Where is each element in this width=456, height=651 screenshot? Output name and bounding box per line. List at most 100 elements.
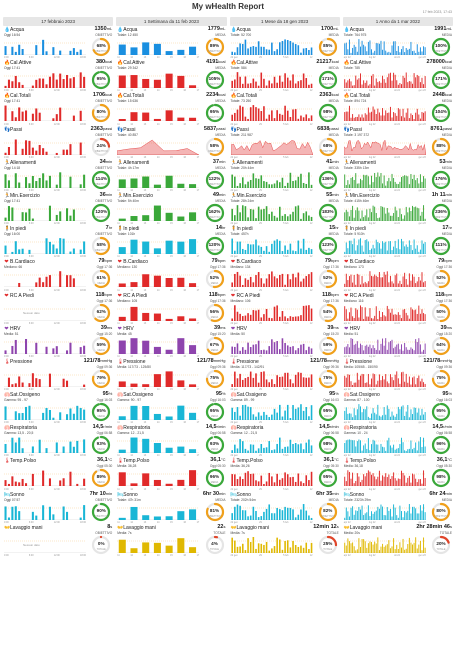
metric-cell-rc-a-piedi[interactable]: ❤RC A Piedi Mediano: 106 118bpm Oggi 17:36 2…	[230, 292, 340, 325]
bar-mark	[367, 217, 369, 221]
metric-cell-in-piedi[interactable]: 🧍In piedi Totale: 457h 15hr MEDIA 22 gen 29 5 …	[230, 225, 340, 258]
metric-cell-cal-totali[interactable]: 🔥Cal.Totali Oggi 17:41 1706kcal OBIETTIVO 0:…	[3, 92, 113, 126]
metric-cell-sat-ossigeno[interactable]: 🫁Sat.Ossigeno Gamma: 89 - 99 95% Oggi 16:03…	[230, 391, 340, 424]
metric-cell-in-piedi[interactable]: 🧍In piedi Totale: 5 910h 17hr MEDIA apr 22 lu…	[343, 225, 453, 258]
value-unit: min	[445, 490, 452, 496]
metric-cell-allenamenti[interactable]: 🏃Allenamenti Totale: 335h 13m 53min MEDIA ap…	[343, 159, 453, 192]
metric-cell-temp-polso[interactable]: 🌡Temp.Polso Media: 36,26 36,1°C Oggi 05:30 2…	[230, 457, 340, 491]
metric-label: 🔥Cal.Totali	[344, 93, 371, 99]
metric-cell-passi[interactable]: 👣Passi Totale: 3 197 372 8761passi MEDIA apr…	[343, 126, 453, 159]
metric-cell-cal-attive[interactable]: 🔥Cal.Attive Totale: 785 278000kcal MEDIA apr…	[343, 59, 453, 92]
axis-tick: lug 22	[369, 321, 376, 325]
bar-mark	[347, 413, 349, 421]
bar-mark	[384, 82, 386, 89]
metric-cell-sat-ossigeno[interactable]: 🫁Sat.Ossigeno Gamma: 90 - 97 95% Oggi 16:03…	[116, 391, 226, 424]
chart-axis: 11 12 13 14 15 16 17	[117, 421, 199, 424]
metric-value-caption: OBIETTIVO	[95, 530, 113, 535]
bar-mark	[283, 372, 286, 387]
bar-mark	[281, 310, 283, 321]
bar-mark	[42, 471, 45, 487]
metric-cell-min-esercizio[interactable]: 🏃Min.Esercizio Totale: 28h 24m 55min MEDIA 2…	[230, 192, 340, 225]
bar-mark	[252, 536, 254, 553]
metric-cell-acqua[interactable]: 💧Acqua Totale: 12 450 1779mL MEDIA 11 12 13 14 1…	[116, 26, 226, 59]
bar-mark	[42, 147, 45, 155]
metric-cell-rc-a-piedi[interactable]: ❤RC A Piedi 118bpm Oggi 17:36 Nessun dato 0:…	[3, 292, 113, 325]
metric-cell-hrv[interactable]: ❤HRV Media: 50 39ms Oggi 15:20 22 gen 29 5 feb…	[230, 325, 340, 358]
bar-mark	[11, 46, 14, 55]
metric-cell-respiratoria[interactable]: 🫁Respiratoria Gamma: 10 - 24 14,5r/min Oggi…	[343, 424, 453, 457]
metric-cell-b-cardiaco[interactable]: ❤B.Cardiaco Mediano: 66 79bpm Oggi 17:36 0:0…	[3, 258, 113, 292]
metric-cell-b-cardiaco[interactable]: ❤B.Cardiaco Mediano: 134 79bpm Oggi 17:36 22…	[230, 258, 340, 292]
metric-cell-sonno[interactable]: 🛏Sonno Totale: 2323h 29m 6hr 24min MEDIA apr…	[343, 491, 453, 524]
metric-cell-allenamenti[interactable]: 🏃Allenamenti Totale: 20h 44m 41min MEDIA 22 …	[230, 159, 340, 192]
metric-cell-temp-polso[interactable]: 🌡Temp.Polso Media: 36,28 36,1°C Oggi 05:30 1…	[116, 457, 226, 491]
metric-cell-cal-attive[interactable]: 🔥Cal.Attive Oggi 17:41 380kcal OBIETTIVO 0:0…	[3, 59, 113, 92]
metric-cell-hrv[interactable]: ❤HRV Media: 51 39ms Oggi 15:20 apr 22 lug 22 o…	[343, 325, 453, 358]
metric-cell-cal-attive[interactable]: 🔥Cal.Attive Totale: 584 21217kcal MEDIA 22 g…	[230, 59, 340, 92]
metric-cell-cal-totali[interactable]: 🔥Cal.Totali Totale: 73 250 2363kcal MEDIA 22…	[230, 92, 340, 126]
bar-mark	[358, 210, 360, 221]
metric-cell-passi[interactable]: 👣Passi Totale: 40 857 5837passi MEDIA 11 12 13…	[116, 126, 226, 159]
bar-mark	[257, 382, 259, 387]
metric-cell-sonno[interactable]: 🛏Sonno Oggi 07:57 7hr 10min OBIETTIVO 0:00 6:…	[3, 491, 113, 524]
bar-mark	[424, 343, 426, 354]
axis-tick: 0:00	[4, 321, 9, 325]
metric-cell-min-esercizio[interactable]: 🏃Min.Esercizio Totale: 5h 40m 49min MEDIA 11…	[116, 192, 226, 225]
metric-cell-acqua[interactable]: 💧Acqua Oggi 16:54 1350mL OBIETTIVO 0:00 6:00 1…	[3, 26, 113, 59]
metric-cell-hrv[interactable]: ❤HRV Media: 51 39ms Oggi 15:20 0:00 6:00 12:00…	[3, 325, 113, 358]
metric-cell-rc-a-piedi[interactable]: ❤RC A Piedi Mediano: 105 118bpm Oggi 17:36 1…	[116, 292, 226, 325]
axis-tick: 0:00	[4, 222, 9, 226]
metric-cell-in-piedi[interactable]: 🧍In piedi Oggi 16:00 7hr OBIETTIVO 0:00 6:00 1…	[3, 225, 113, 258]
bar-mark	[383, 345, 385, 354]
metric-cell-pressione[interactable]: 🌡Pressione 121/78mmHg Oggi 09:36 0:00 6:00 12…	[3, 358, 113, 391]
metric-cell-pressione[interactable]: 🌡Pressione Media: 117/73 - 125/80 121/78mm…	[116, 358, 226, 391]
metric-cell-b-cardiaco[interactable]: ❤B.Cardiaco Mediano: 173 79bpm Oggi 17:36 ap…	[343, 258, 453, 292]
metric-cell-min-esercizio[interactable]: 🏃Min.Esercizio Totale: 415h 46m 1h 11min ME…	[343, 192, 453, 225]
metric-cell-respiratoria[interactable]: 🫁Respiratoria Gamma: 12 - 21,5 14,5r/min Og…	[116, 424, 226, 457]
metric-cell-min-esercizio[interactable]: 🏃Min.Esercizio Oggi 17:41 36min OBIETTIVO 0:…	[3, 192, 113, 225]
thermometer-icon: 🌡	[343, 358, 351, 365]
chart-axis: 22 gen 29 5 feb 12	[231, 156, 313, 159]
metric-cell-lavaggio-mani[interactable]: 👐Lavaggio mani Media: 7s 12min 12s TOTALE 22…	[230, 524, 340, 557]
metric-cell-temp-polso[interactable]: 🌡Temp.Polso Media: 36,18 36,1°C Oggi 05:30 a…	[343, 457, 453, 491]
metric-cell-cal-totali[interactable]: 🔥Cal.Totali Totale: 894 724 2448kcal MEDIA a…	[343, 92, 453, 126]
metric-cell-passi[interactable]: 👣Passi Totale: 211 987 6838passi MEDIA 22 ge…	[230, 126, 340, 159]
bar-mark	[291, 540, 294, 553]
metric-cell-acqua[interactable]: 💧Acqua Totale: 52 700 1700mL MEDIA 22 gen 29 5…	[230, 26, 340, 59]
metric-cell-in-piedi[interactable]: 🧍In piedi Totale: 101h 14hr MEDIA 11 12 13 14 15…	[116, 225, 226, 258]
metric-cell-lavaggio-mani[interactable]: 👐Lavaggio mani Media: 7s 22s TOTALE 11 12 13 14…	[116, 524, 226, 557]
bar-mark	[405, 411, 407, 421]
metric-cell-pressione[interactable]: 🌡Pressione Media: 117/73 - 142/91 121/78mm…	[230, 358, 340, 391]
bar-mark	[377, 43, 379, 55]
ring-graphic	[431, 237, 451, 256]
ring-graphic	[92, 469, 111, 488]
metric-cell-lavaggio-mani[interactable]: 👐Lavaggio mani 8s OBIETTIVO Nessun dato 0:00…	[3, 524, 113, 557]
heart-icon: ❤	[230, 325, 236, 332]
metric-cell-passi[interactable]: 👣Passi 2363passi OBIETTIVO 0:00 6:00 12:00 18:…	[3, 126, 113, 159]
metric-cell-allenamenti[interactable]: 🏃Allenamenti Oggi 14:18 34min OBIETTIVO 0:00…	[3, 159, 113, 192]
metric-cell-allenamenti[interactable]: 🏃Allenamenti Totale: 4h 17m 37min MEDIA 11 12…	[116, 159, 226, 192]
metric-cell-cal-totali[interactable]: 🔥Cal.Totali Totale: 15 636 2234kcal MEDIA 11…	[116, 92, 226, 126]
axis-tick: 15	[170, 388, 173, 392]
metric-cell-rc-a-piedi[interactable]: ❤RC A Piedi Mediano: 116 118bpm Oggi 17:36 a…	[343, 292, 453, 325]
bar-mark	[413, 207, 415, 221]
chart-axis: 11 12 13 14 15 16 17	[117, 56, 199, 59]
bar-mark	[416, 341, 418, 354]
metric-cell-sonno[interactable]: 🛏Sonno Totale: 47h 31m 6hr 30min MEDIA 11 12 1…	[116, 491, 226, 524]
metric-cell-hrv[interactable]: ❤HRV Media: 45 39ms Oggi 15:20 11 12 13 14 15 16 1…	[116, 325, 226, 358]
metric-cell-sonno[interactable]: 🛏Sonno Totale: 202h 54m 6hr 35min MEDIA 22 g…	[230, 491, 340, 524]
metric-cell-b-cardiaco[interactable]: ❤B.Cardiaco Mediano: 130 79bpm Oggi 17:36 11…	[116, 258, 226, 292]
metric-cell-sat-ossigeno[interactable]: 🫁Sat.Ossigeno Gamma: 87 - 100 95% Oggi 16:0…	[343, 391, 453, 424]
bar-mark	[38, 177, 41, 188]
metric-cell-sat-ossigeno[interactable]: 🫁Sat.Ossigeno Gamma: 95 - 97 95% Oggi 16:03…	[3, 391, 113, 424]
metric-cell-respiratoria[interactable]: 🫁Respiratoria Gamma: 13,5 - 20,5 14,5r/min…	[3, 424, 113, 457]
metric-cell-acqua[interactable]: 💧Acqua Totale: 764 975 1991mL MEDIA apr 22 lu…	[343, 26, 453, 59]
metric-cell-respiratoria[interactable]: 🫁Respiratoria Gamma: 12 - 21,5 14,5r/min Og…	[230, 424, 340, 457]
axis-tick: apr 22	[343, 421, 351, 425]
progress-ring: 89% OBIETTIVO	[205, 37, 225, 57]
progress-ring: 24% OBIETTIVO	[91, 137, 111, 157]
metric-cell-cal-attive[interactable]: 🔥Cal.Attive Totale: 29 342 4191kcal MEDIA 11…	[116, 59, 226, 92]
metric-cell-pressione[interactable]: 🌡Pressione Media: 105/65 - 150/90 121/78mm…	[343, 358, 453, 391]
metric-cell-temp-polso[interactable]: 🌡Temp.Polso 36,1°C Oggi 05:30 0:00 6:00 12:00…	[3, 457, 113, 491]
metric-cell-lavaggio-mani[interactable]: 👐Lavaggio mani Media: 20s 2hr 28min 46s TOT…	[343, 524, 453, 557]
